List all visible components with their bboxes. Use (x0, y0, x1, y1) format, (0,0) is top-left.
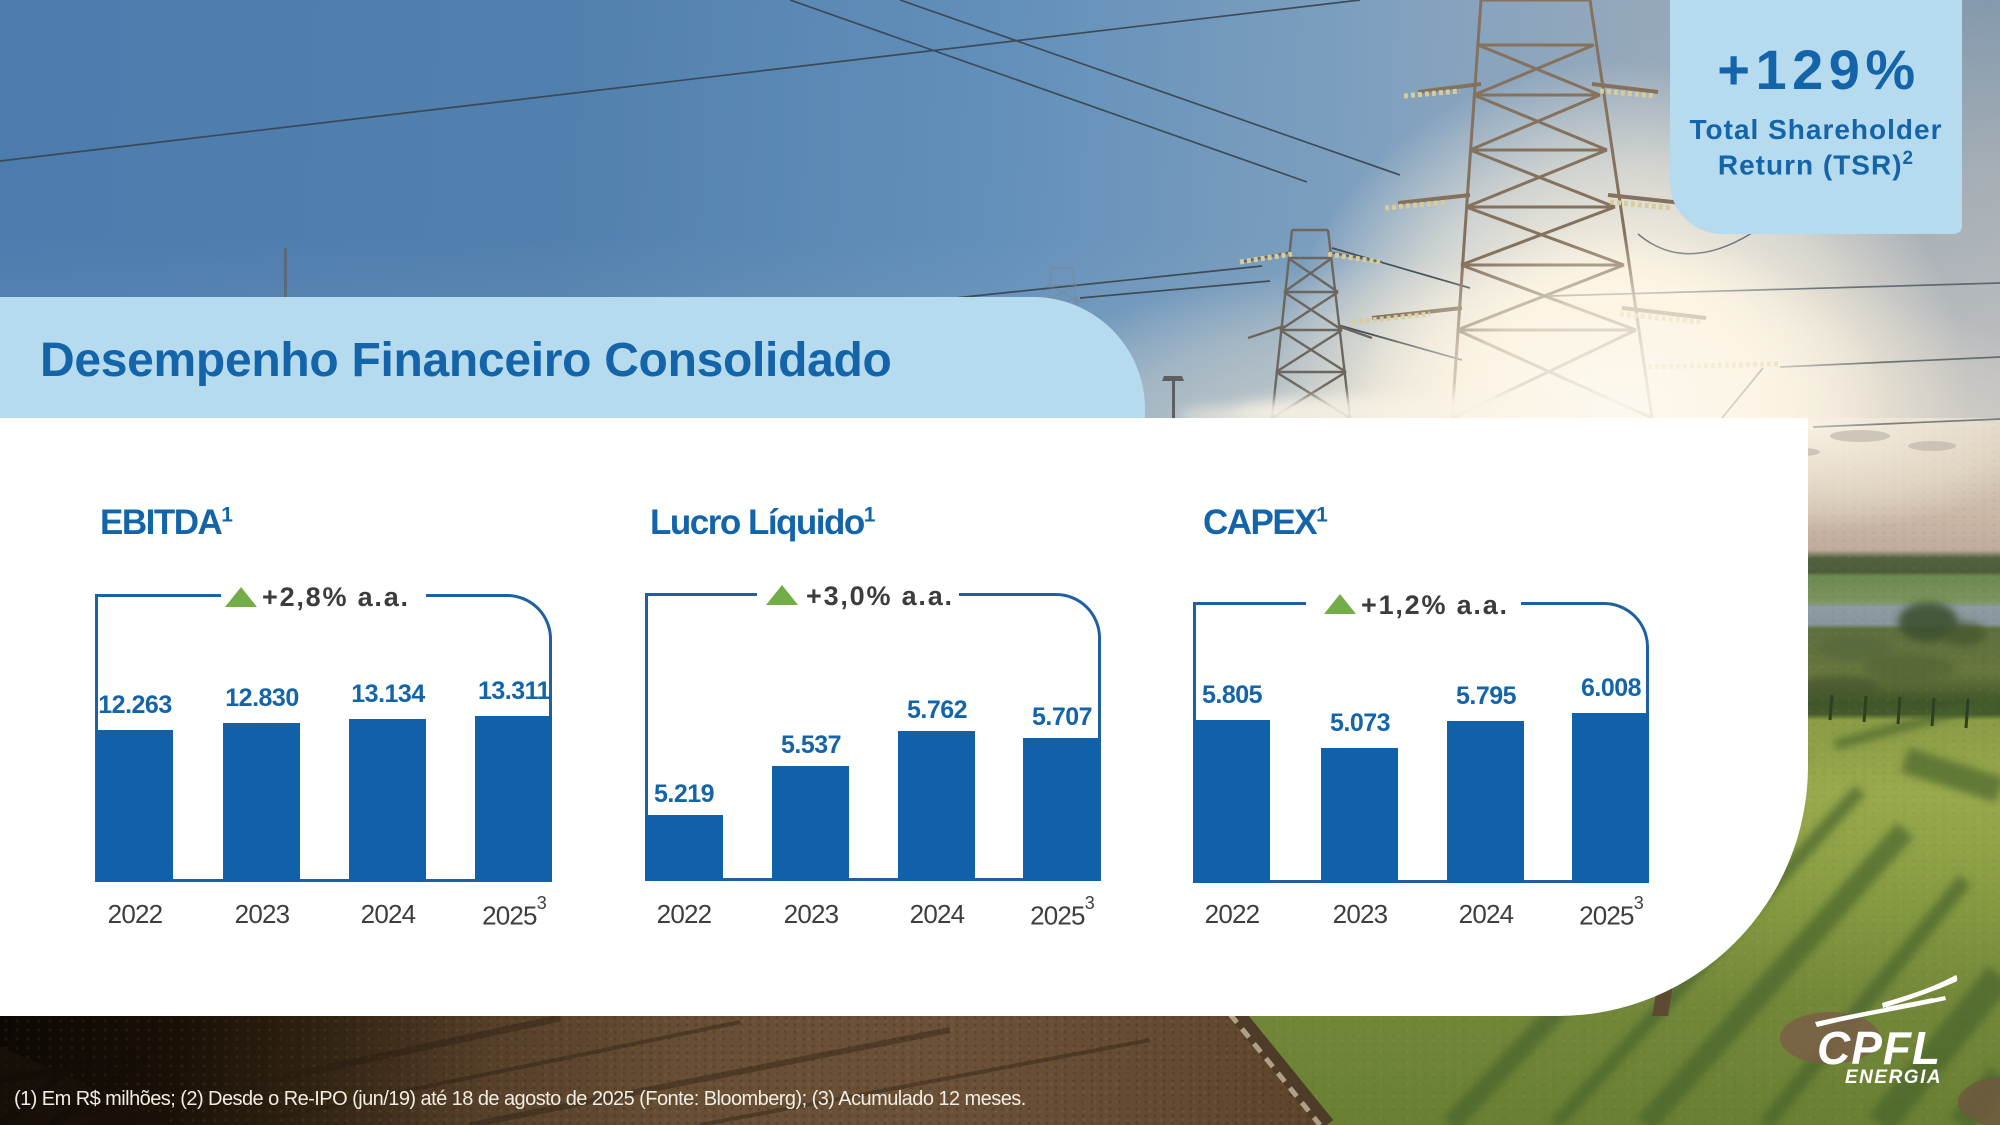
svg-text:CPFL: CPFL (1817, 1022, 1941, 1074)
svg-text:ENERGIA: ENERGIA (1845, 1067, 1942, 1088)
